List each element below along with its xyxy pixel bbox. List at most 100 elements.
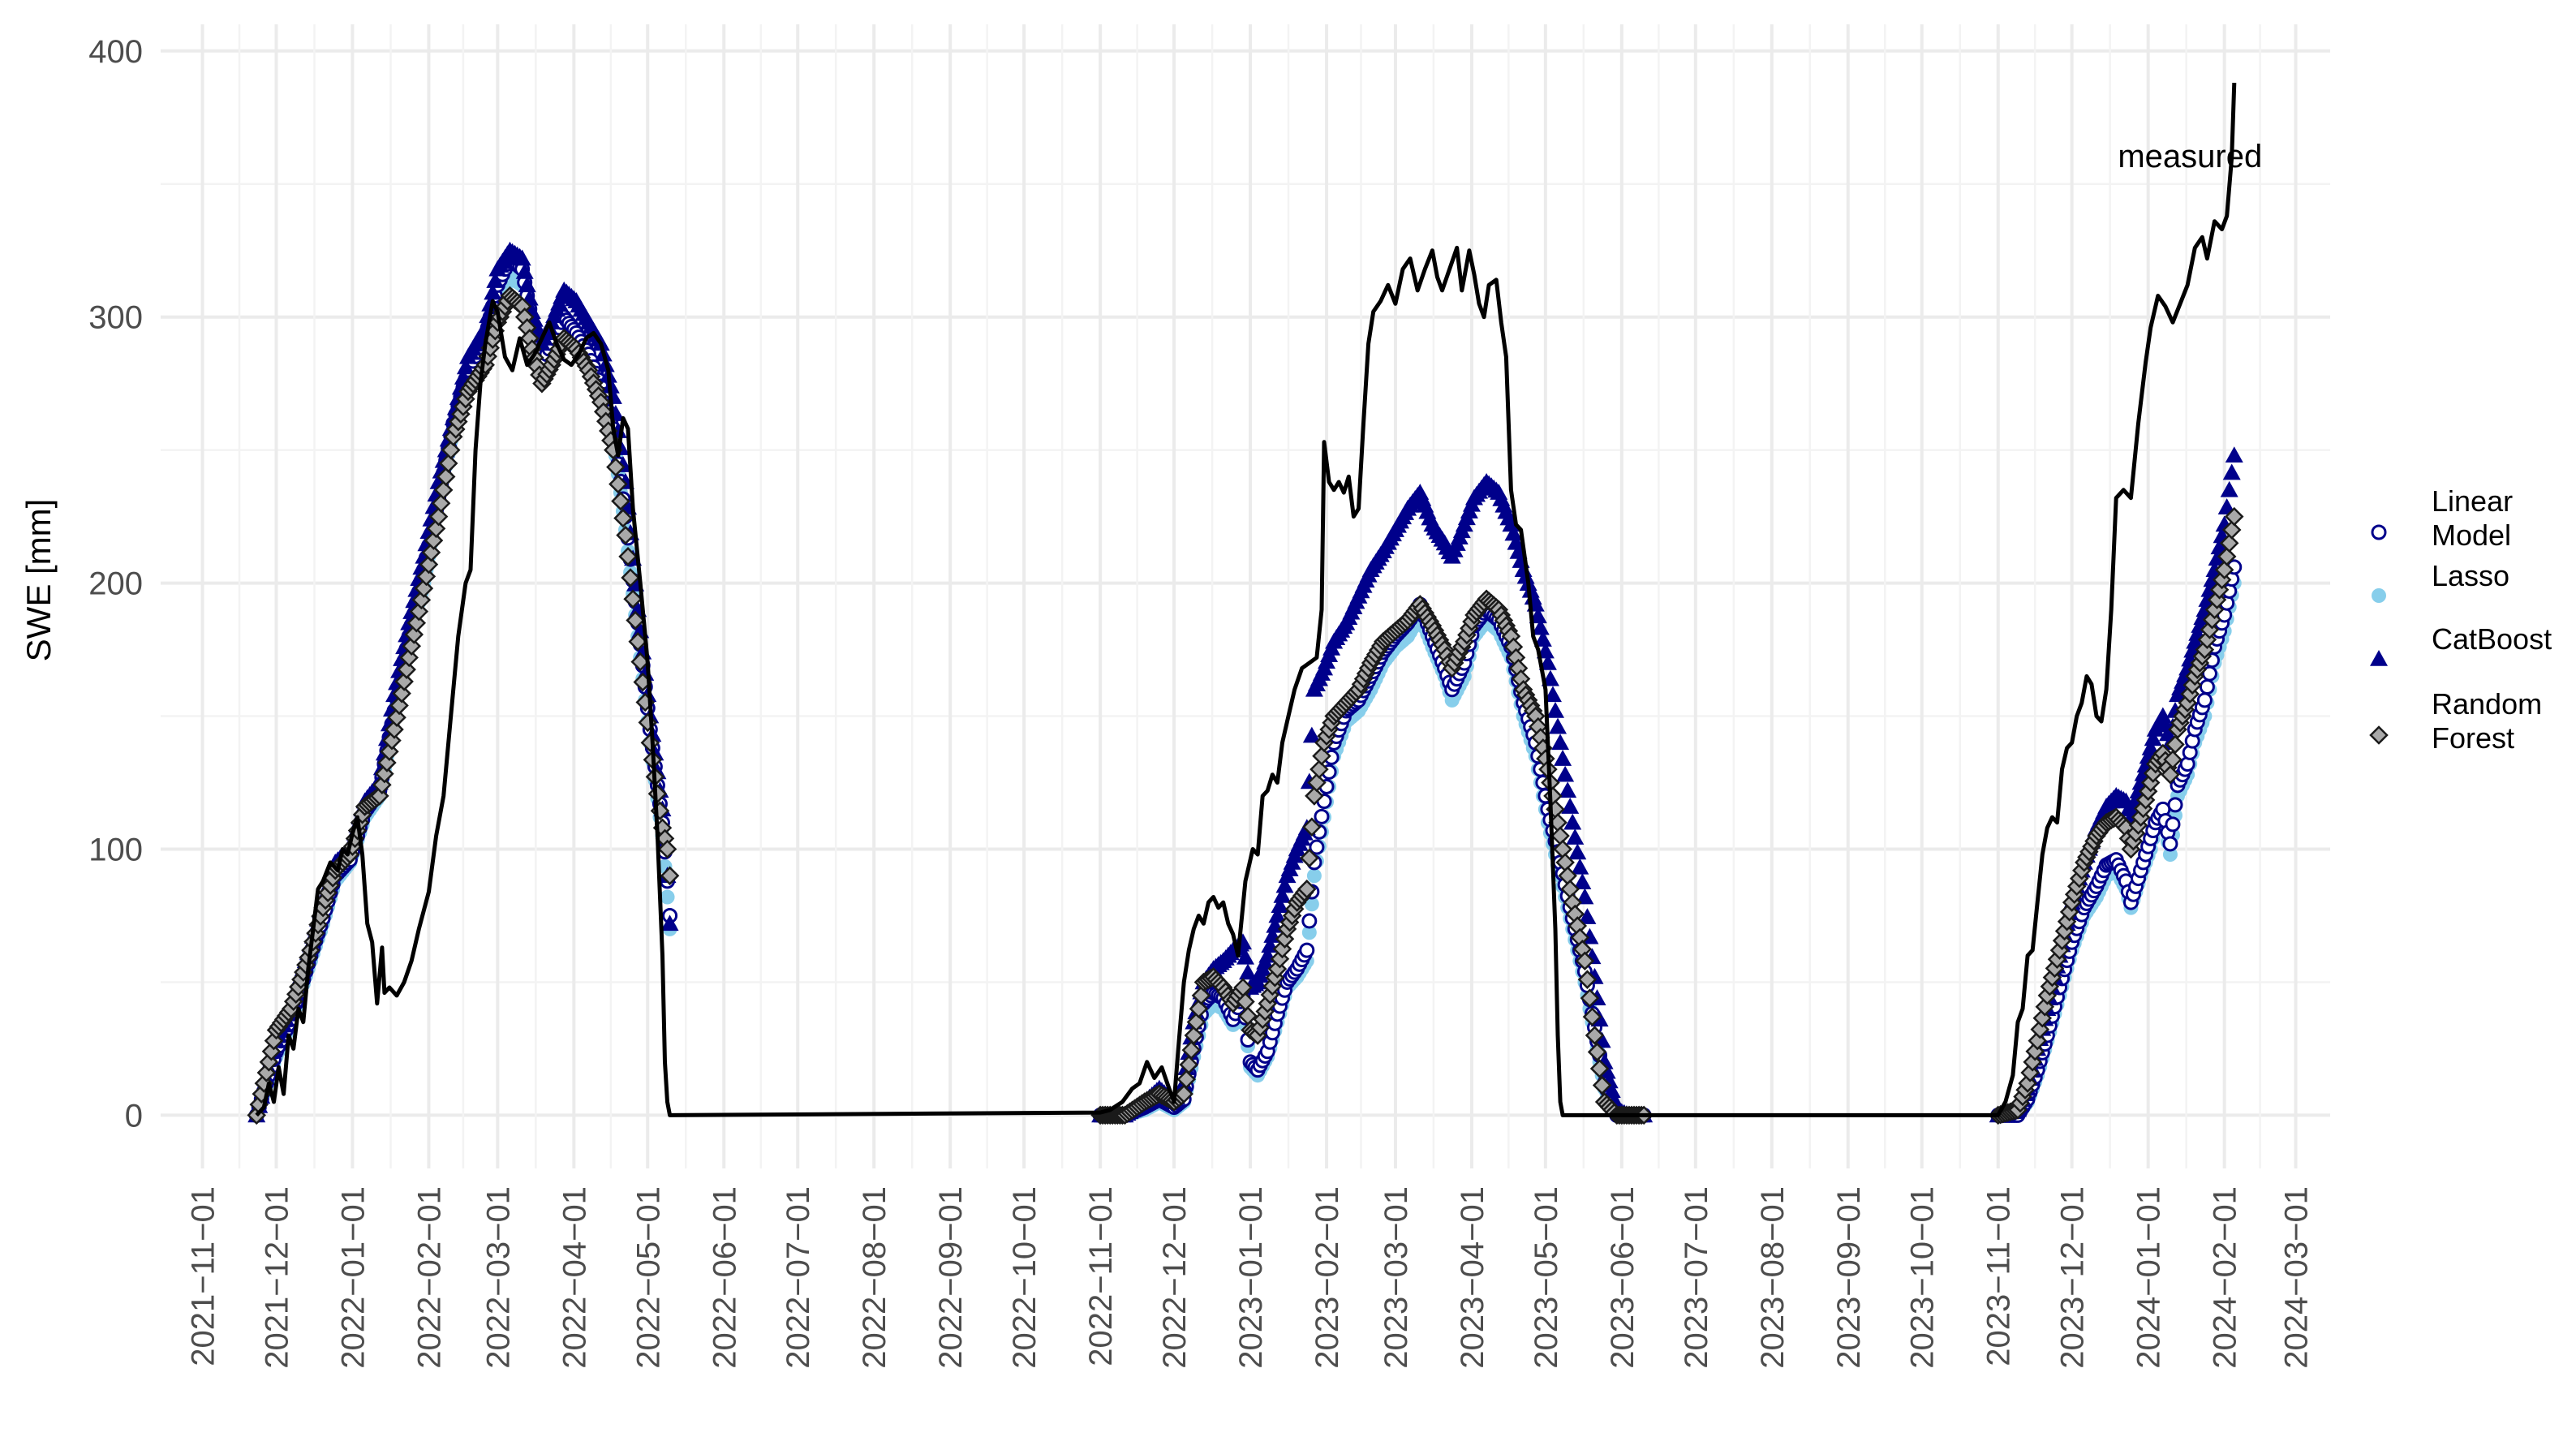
marker-catboost xyxy=(456,358,475,375)
marker-lasso xyxy=(1306,868,1322,884)
marker-catboost xyxy=(486,272,505,288)
y-axis-title: SWE [mm] xyxy=(19,499,58,662)
marker-catboost xyxy=(1556,765,1575,782)
marker-catboost xyxy=(1602,1082,1621,1099)
legend-label-linear_model: Linear xyxy=(2432,484,2513,518)
marker-catboost xyxy=(1561,798,1580,814)
marker-catboost xyxy=(515,262,534,279)
marker-catboost xyxy=(2225,446,2243,463)
marker-catboost xyxy=(1566,828,1585,845)
x-tick-label: 2022−03−01 xyxy=(480,1186,516,1369)
marker-random_forest xyxy=(1184,1026,1204,1045)
marker-random_forest xyxy=(626,610,645,630)
x-tick-label: 2022−05−01 xyxy=(630,1186,666,1369)
marker-catboost xyxy=(1571,858,1589,875)
x-tick-label: 2024−02−01 xyxy=(2208,1186,2243,1369)
x-tick-label: 2023−12−01 xyxy=(2055,1186,2091,1369)
marker-catboost xyxy=(1559,781,1577,798)
marker-lasso xyxy=(1301,925,1317,940)
marker-random_forest xyxy=(1307,772,1327,793)
marker-random_forest xyxy=(1191,986,1211,1005)
marker-random_forest xyxy=(2214,560,2234,579)
marker-linear_model xyxy=(2199,678,2215,695)
marker-catboost xyxy=(660,914,679,932)
marker-random_forest xyxy=(618,547,638,566)
x-tick-label: 2022−06−01 xyxy=(707,1186,742,1369)
marker-catboost xyxy=(1538,653,1557,670)
marker-random_forest xyxy=(438,454,458,473)
x-axis: 2021−11−01 2021−12−01 2022−01−01 2022−02−01… xyxy=(186,1186,2315,1369)
marker-catboost xyxy=(1551,734,1570,751)
x-tick-label: 2022−02−01 xyxy=(411,1186,447,1369)
marker-random_forest xyxy=(1186,1012,1206,1032)
legend-key-linear_model xyxy=(2371,524,2387,540)
marker-linear_model xyxy=(2165,816,2181,833)
marker-random_forest xyxy=(1189,999,1209,1019)
x-tick-label: 2022−01−01 xyxy=(335,1186,371,1369)
y-tick-label: 100 xyxy=(88,833,143,868)
measured-annotation: measured xyxy=(2118,139,2262,174)
marker-random_forest xyxy=(431,493,451,514)
marker-catboost xyxy=(2208,549,2226,566)
x-tick-label: 2022−09−01 xyxy=(933,1186,969,1369)
marker-linear_model xyxy=(1301,913,1318,929)
marker-catboost xyxy=(1543,686,1562,703)
x-tick-label: 2022−08−01 xyxy=(857,1186,892,1369)
marker-catboost xyxy=(1576,888,1594,905)
x-tick-label: 2021−11−01 xyxy=(186,1186,221,1366)
x-tick-label: 2023−01−01 xyxy=(1233,1186,1269,1369)
marker-random_forest xyxy=(2165,734,2185,755)
marker-lasso xyxy=(1304,897,1319,912)
marker-catboost xyxy=(513,249,531,266)
y-tick-label: 300 xyxy=(88,300,143,336)
marker-random_forest xyxy=(621,568,640,587)
x-tick-label: 2023−05−01 xyxy=(1529,1186,1564,1369)
series-markers xyxy=(247,241,2244,1125)
marker-linear_model xyxy=(1299,942,1315,958)
marker-random_forest xyxy=(2219,533,2239,553)
marker-lasso xyxy=(660,889,675,905)
marker-random_forest xyxy=(436,467,456,487)
marker-random_forest xyxy=(1302,817,1322,837)
marker-catboost xyxy=(1273,886,1292,903)
marker-catboost xyxy=(484,283,502,300)
marker-catboost xyxy=(2222,463,2241,480)
marker-catboost xyxy=(1271,897,1289,913)
marker-random_forest xyxy=(1179,1055,1199,1074)
y-tick-label: 200 xyxy=(88,566,143,602)
measured-line xyxy=(255,83,2237,1117)
marker-catboost xyxy=(1507,533,1525,550)
x-tick-label: 2023−04−01 xyxy=(1455,1186,1490,1369)
marker-catboost xyxy=(2153,707,2172,724)
marker-random_forest xyxy=(2161,764,2180,785)
x-tick-label: 2022−04−01 xyxy=(557,1186,592,1369)
legend-key-lasso xyxy=(2372,588,2386,603)
marker-random_forest xyxy=(1297,879,1317,899)
marker-random_forest xyxy=(2217,547,2237,566)
series-random_forest xyxy=(247,286,2244,1125)
marker-random_forest xyxy=(1575,951,1595,971)
marker-catboost xyxy=(1504,524,1523,541)
marker-catboost xyxy=(1531,618,1550,635)
legend-label-random_forest: Random xyxy=(2432,687,2542,721)
x-tick-label: 2022−07−01 xyxy=(781,1186,816,1369)
x-tick-label: 2023−03−01 xyxy=(1378,1186,1414,1369)
marker-random_forest xyxy=(1580,988,1600,1008)
marker-linear_model xyxy=(2162,836,2178,852)
marker-random_forest xyxy=(616,525,635,545)
x-tick-label: 2023−06−01 xyxy=(1605,1186,1641,1369)
x-tick-label: 2021−12−01 xyxy=(259,1186,295,1369)
x-tick-label: 2023−09−01 xyxy=(1831,1186,1867,1369)
marker-random_forest xyxy=(1181,1040,1202,1060)
marker-catboost xyxy=(1578,908,1597,924)
marker-linear_model xyxy=(2167,797,2183,813)
marker-catboost xyxy=(2220,480,2238,497)
marker-random_forest xyxy=(660,866,680,886)
marker-catboost xyxy=(1573,873,1592,889)
marker-random_forest xyxy=(1312,746,1331,766)
y-axis: 0 100 200 300 400 xyxy=(88,34,143,1134)
marker-random_forest xyxy=(1305,786,1324,806)
x-tick-label: 2023−11−01 xyxy=(1981,1186,2017,1366)
marker-random_forest xyxy=(1310,759,1329,779)
